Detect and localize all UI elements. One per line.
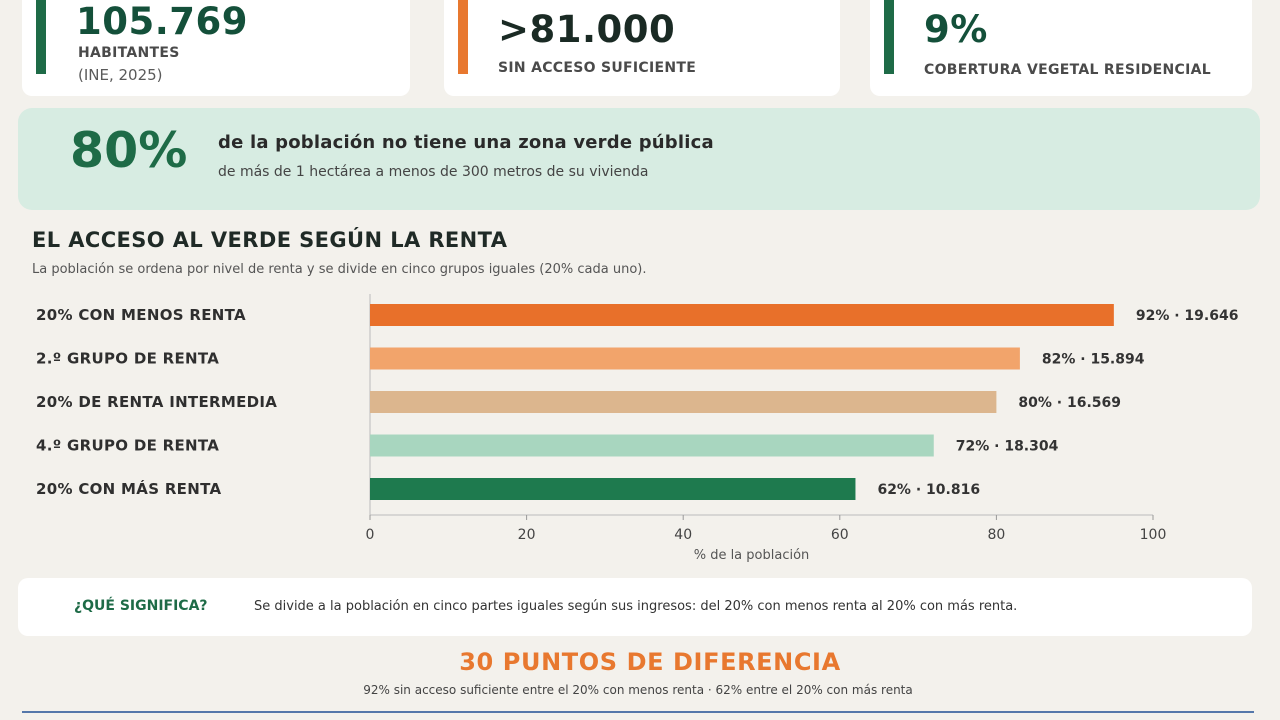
- bar: [370, 391, 997, 413]
- stat-accent-bar: [36, 0, 46, 74]
- banner-headline: de la población no tiene una zona verde …: [218, 132, 714, 153]
- category-label: 20% CON MENOS RENTA: [36, 306, 246, 324]
- stat-card-population: 105.769 HABITANTES (INE, 2025): [22, 0, 410, 96]
- x-tick-label: 100: [1140, 527, 1167, 543]
- x-tick-label: 80: [987, 527, 1005, 543]
- stat-value: 105.769: [76, 0, 249, 43]
- category-label: 2.º GRUPO DE RENTA: [36, 350, 219, 368]
- data-label: 72% · 18.304: [956, 439, 1059, 455]
- stat-label: SIN ACCESO SUFICIENTE: [498, 60, 697, 76]
- data-label: 62% · 10.816: [877, 482, 980, 498]
- x-tick-label: 60: [831, 527, 849, 543]
- stat-accent-bar: [458, 0, 468, 74]
- bar: [370, 347, 1020, 370]
- category-label: 20% CON MÁS RENTA: [36, 479, 221, 498]
- stat-value: 9%: [924, 8, 988, 51]
- bar: [370, 478, 856, 500]
- category-label: 20% DE RENTA INTERMEDIA: [36, 393, 277, 411]
- explanation-box: ¿QUÉ SIGNIFICA? Se divide a la población…: [18, 578, 1252, 636]
- stat-card-vegetation: 9% COBERTURA VEGETAL RESIDENCIAL: [870, 0, 1252, 96]
- x-tick-label: 20: [518, 527, 536, 543]
- data-label: 80% · 16.569: [1018, 395, 1121, 411]
- stat-source: (INE, 2025): [78, 66, 163, 84]
- banner-detail: de más de 1 hectárea a menos de 300 metr…: [218, 164, 649, 180]
- stat-card-no-access: >81.000 SIN ACCESO SUFICIENTE: [444, 0, 840, 96]
- stat-value: >81.000: [498, 8, 676, 51]
- x-tick-label: 40: [674, 527, 692, 543]
- x-tick-label: 0: [366, 527, 375, 543]
- data-label: 82% · 15.894: [1042, 352, 1145, 368]
- stat-accent-bar: [884, 0, 894, 74]
- difference-title: 30 PUNTOS DE DIFERENCIA: [459, 648, 841, 676]
- income-bar-chart: 20% CON MENOS RENTA 92% · 19.646 2.º GRUPO…: [36, 294, 1239, 563]
- highlight-banner: 80% de la población no tiene una zona ve…: [18, 108, 1260, 210]
- difference-subtitle: 92% sin acceso suficiente entre el 20% c…: [363, 683, 913, 697]
- data-label: 92% · 19.646: [1136, 308, 1239, 324]
- bar: [370, 434, 934, 457]
- x-axis-title: % de la población: [694, 548, 810, 563]
- section-title: EL ACCESO AL VERDE SEGÚN LA RENTA: [32, 228, 508, 252]
- category-label: 4.º GRUPO DE RENTA: [36, 437, 219, 455]
- banner-value: 80%: [70, 122, 188, 179]
- stat-label: COBERTURA VEGETAL RESIDENCIAL: [924, 62, 1211, 78]
- section-subtitle: La población se ordena por nivel de rent…: [32, 262, 647, 277]
- stat-label: HABITANTES: [78, 45, 180, 61]
- explanation-question: ¿QUÉ SIGNIFICA?: [74, 598, 208, 614]
- explanation-text: Se divide a la población en cinco partes…: [254, 599, 1018, 614]
- bottom-divider: [22, 711, 1254, 713]
- bar: [370, 304, 1114, 326]
